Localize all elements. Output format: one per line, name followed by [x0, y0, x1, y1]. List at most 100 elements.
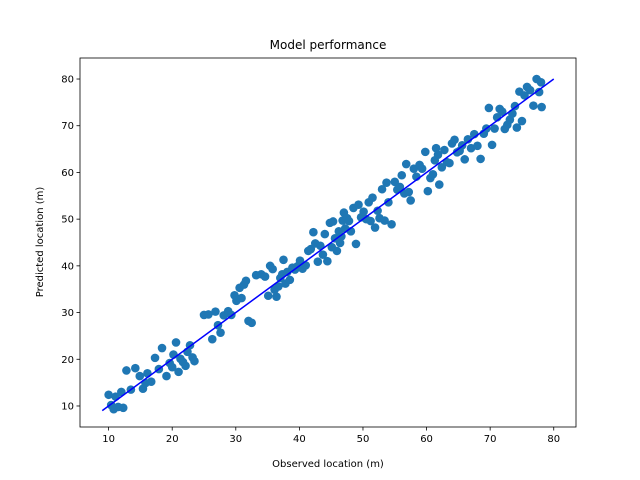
data-point [174, 367, 183, 377]
y-tick-label: 70 [61, 121, 74, 132]
data-point [344, 216, 354, 226]
data-point [323, 256, 332, 266]
data-point [216, 328, 225, 337]
x-tick-label: 80 [547, 434, 560, 445]
data-point [490, 124, 499, 133]
y-axis-ticks: 10 20 30 40 50 60 70 80 [61, 75, 80, 412]
data-point [440, 145, 449, 155]
data-point [241, 276, 251, 286]
y-tick-label: 20 [61, 355, 74, 366]
data-point [460, 155, 470, 164]
data-point [309, 227, 318, 237]
data-point [122, 366, 131, 375]
data-point [146, 377, 156, 386]
data-point [332, 246, 342, 256]
data-point [428, 170, 438, 179]
data-point [404, 187, 414, 197]
data-point [204, 310, 213, 319]
data-point [351, 239, 361, 249]
fit-line-layer [101, 78, 555, 412]
data-point [431, 143, 441, 153]
y-axis-label: Predicted location (m) [35, 187, 46, 298]
data-point [534, 87, 544, 97]
data-point [131, 363, 140, 373]
data-point [247, 318, 256, 328]
data-point [316, 241, 325, 251]
data-point [417, 164, 427, 173]
data-point [335, 238, 345, 248]
data-point [366, 216, 375, 226]
x-tick-label: 50 [357, 434, 370, 445]
x-axis-ticks: 10 20 30 40 50 60 70 80 [102, 427, 560, 445]
data-point [423, 186, 433, 196]
data-point [263, 291, 273, 301]
data-point [387, 219, 396, 229]
data-point [368, 193, 377, 202]
data-point [320, 229, 330, 239]
data-point [377, 184, 387, 194]
data-point [167, 362, 177, 372]
data-point [157, 343, 167, 353]
y-tick-label: 80 [61, 75, 74, 86]
data-point [301, 261, 311, 270]
data-point [397, 170, 407, 180]
data-point [135, 371, 145, 381]
data-point [380, 216, 389, 225]
data-point [420, 147, 430, 157]
data-points [104, 74, 546, 414]
data-point [260, 272, 270, 281]
data-point [285, 275, 295, 285]
x-tick-label: 70 [484, 434, 497, 445]
data-point [512, 123, 522, 132]
data-point [268, 264, 277, 274]
data-point [162, 371, 171, 381]
data-point [150, 353, 160, 363]
data-point [117, 387, 126, 397]
data-point [104, 390, 113, 400]
data-point [476, 154, 485, 164]
fit-line [101, 78, 555, 412]
data-point [529, 101, 538, 110]
data-point [207, 334, 217, 344]
data-point [171, 338, 181, 347]
data-point [517, 116, 527, 126]
data-point [445, 158, 454, 168]
plot-frame [79, 57, 577, 428]
data-point [525, 85, 535, 95]
data-point [359, 207, 368, 216]
data-point [237, 293, 246, 303]
data-point [473, 141, 482, 151]
x-tick-label: 30 [229, 434, 242, 445]
data-point [497, 107, 507, 117]
data-point [384, 198, 393, 207]
data-point [508, 109, 517, 118]
data-point [354, 200, 363, 209]
data-point [272, 292, 281, 301]
data-point [318, 250, 328, 259]
data-point [370, 223, 380, 232]
x-tick-label: 20 [166, 434, 179, 445]
data-point [434, 180, 444, 189]
x-tick-label: 40 [293, 434, 306, 445]
chart-title: Model performance [270, 38, 387, 52]
data-point [118, 403, 128, 413]
data-point [433, 150, 443, 159]
x-tick-label: 60 [420, 434, 433, 445]
data-point [395, 182, 405, 192]
y-tick-label: 10 [61, 401, 74, 412]
data-point [536, 77, 546, 87]
x-axis-label: Observed location (m) [272, 459, 384, 470]
data-point [328, 217, 338, 226]
data-point [401, 159, 411, 169]
data-point [520, 91, 529, 100]
y-tick-label: 50 [61, 215, 74, 226]
y-tick-label: 30 [61, 308, 74, 319]
data-point [313, 257, 323, 266]
x-tick-label: 10 [102, 434, 115, 445]
y-tick-label: 40 [61, 261, 74, 272]
data-point [279, 255, 288, 265]
data-point [450, 135, 459, 145]
data-point [484, 103, 494, 113]
